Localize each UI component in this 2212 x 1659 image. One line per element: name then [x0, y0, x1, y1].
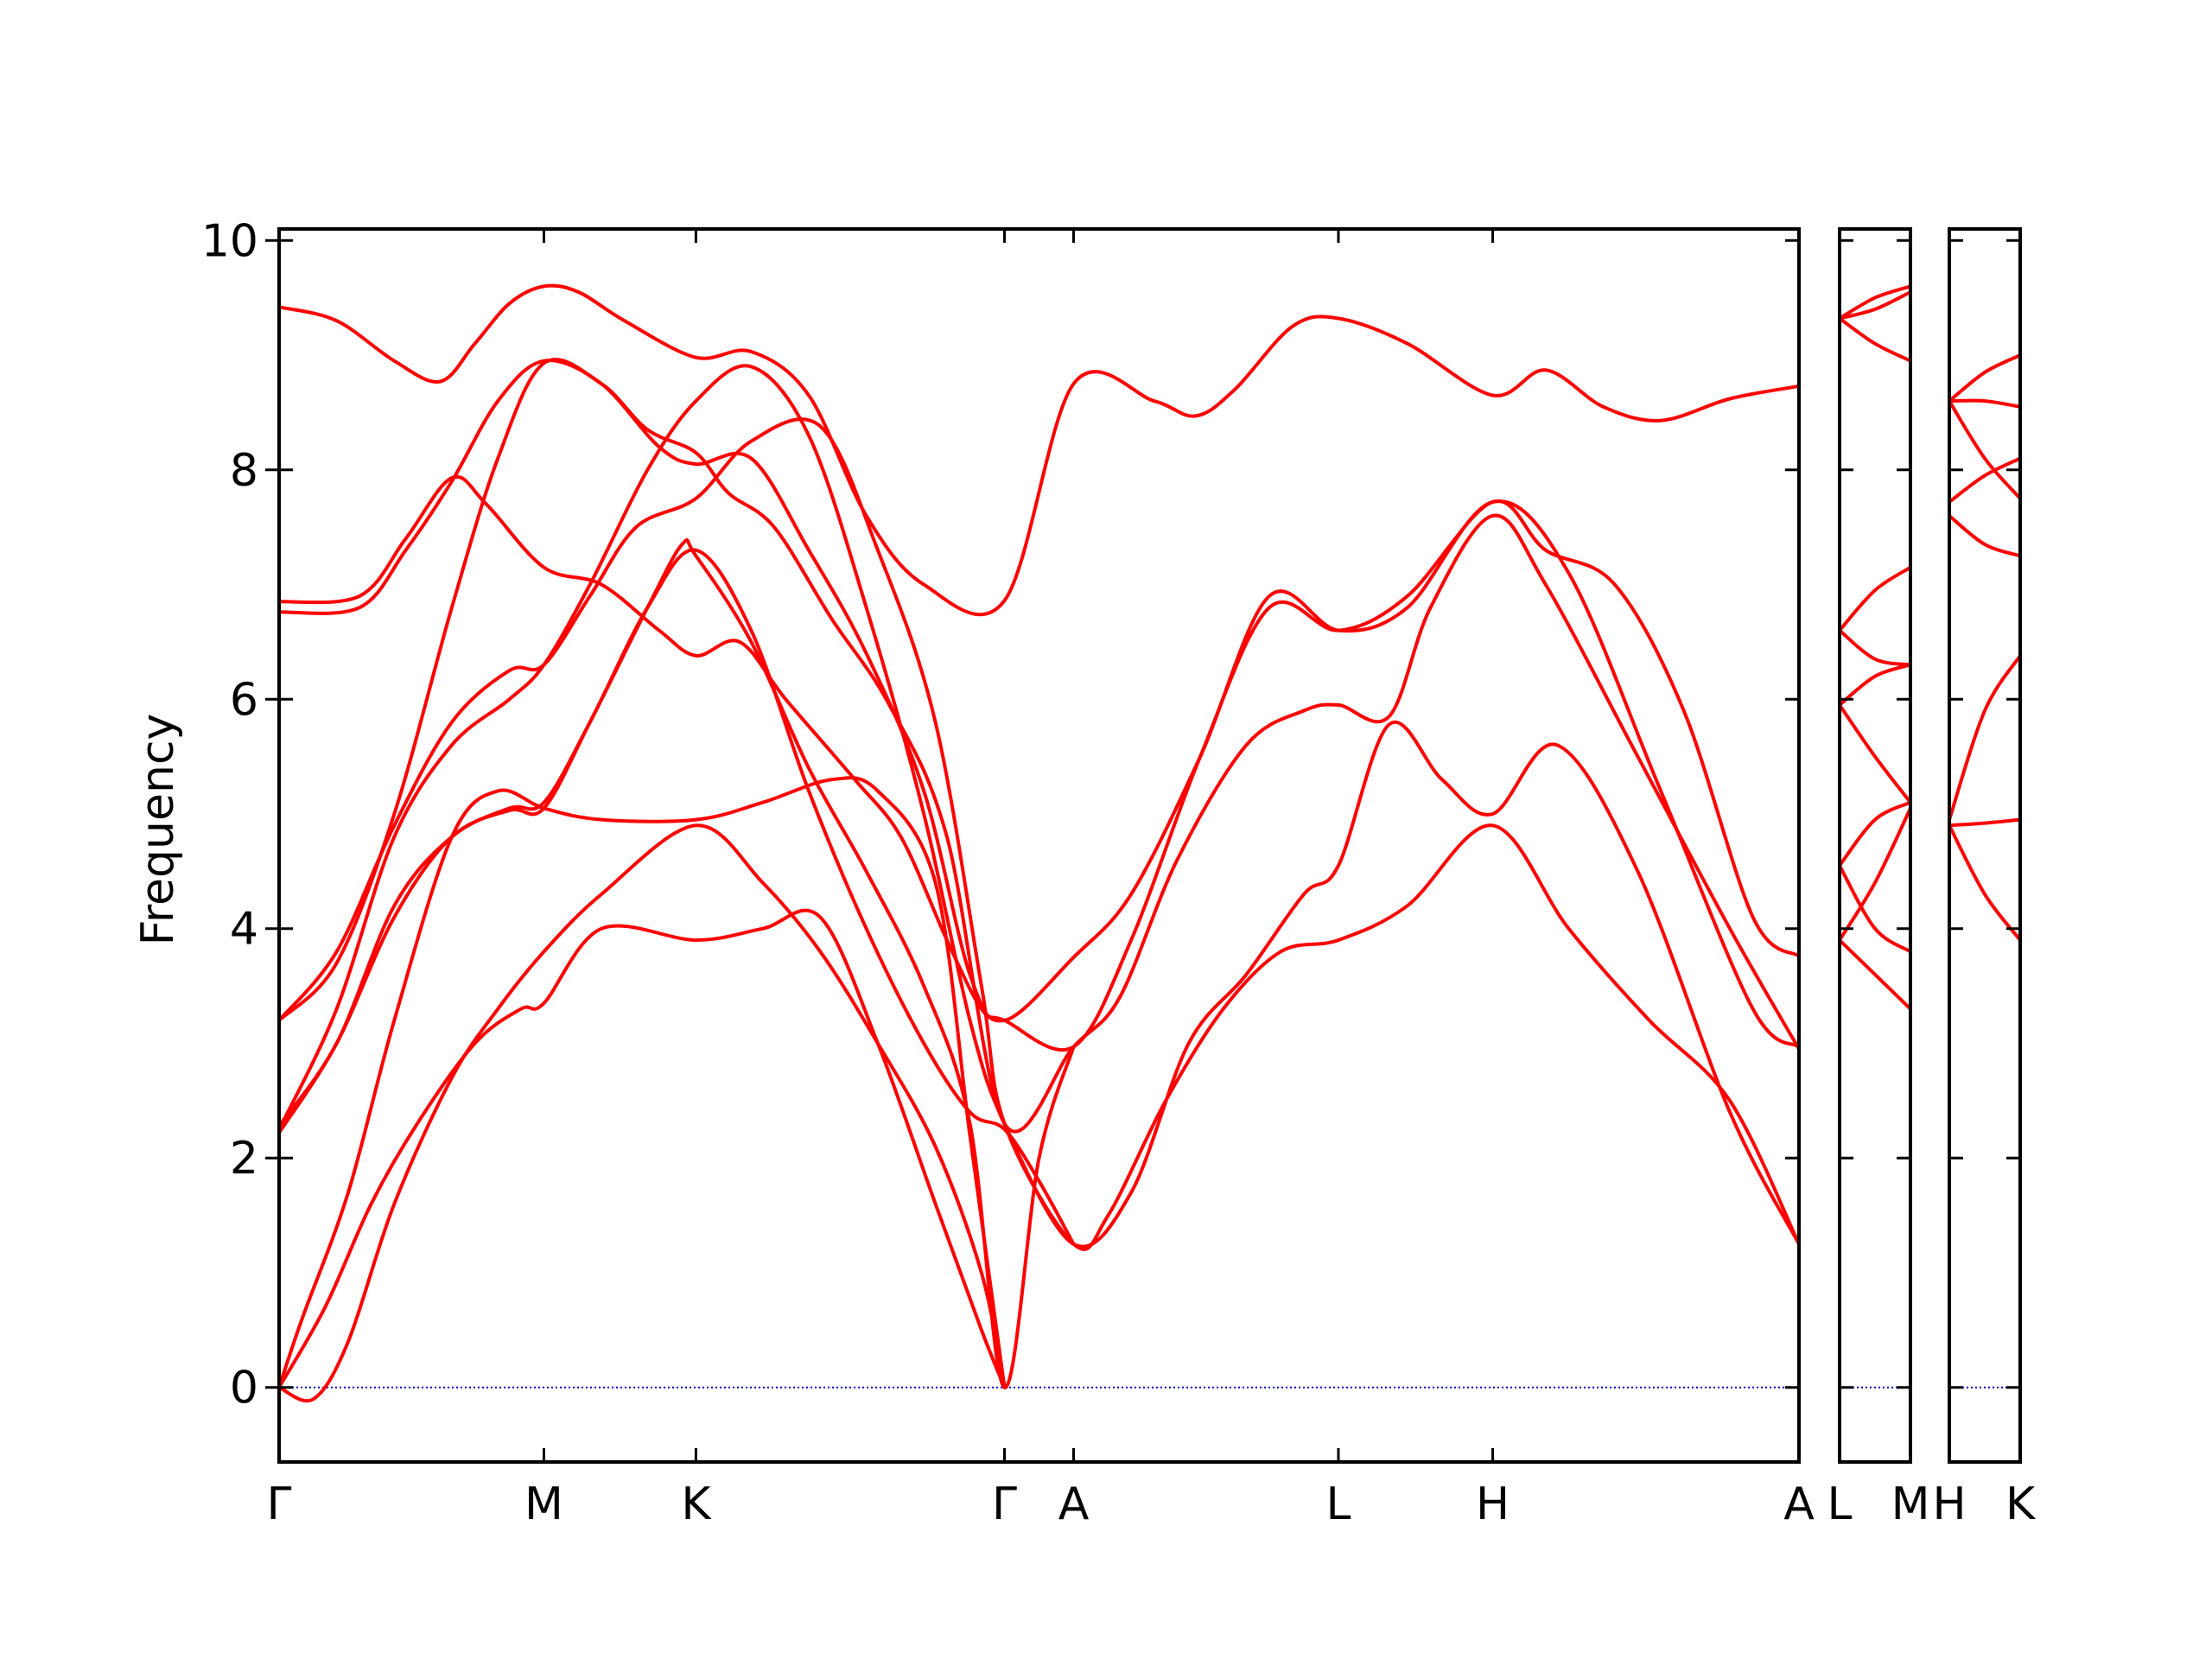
- x-tick-label: Γ: [992, 1478, 1017, 1530]
- y-tick-label: 0: [230, 1363, 258, 1414]
- x-tick-label: H: [1476, 1478, 1510, 1530]
- band-LM-5: [1840, 628, 1910, 667]
- y-tick-label: 10: [201, 215, 258, 267]
- x-tick-label: L: [1325, 1478, 1351, 1530]
- bands: [1840, 284, 1910, 1011]
- band-LM-9: [1840, 863, 1910, 954]
- band-main-7: [279, 548, 1076, 1246]
- bands: [1949, 353, 2020, 942]
- band-main-10: [279, 823, 1007, 1403]
- band-LM-4: [1840, 565, 1910, 632]
- band-HK-6: [1949, 653, 2020, 822]
- band-LM-11: [1840, 938, 1910, 1011]
- x-tick-label: M: [1891, 1478, 1930, 1530]
- band-main-9: [279, 776, 1007, 1389]
- band-LM-1: [1840, 284, 1910, 321]
- band-HK-8: [1949, 823, 2020, 942]
- x-tick-label: A: [1058, 1478, 1090, 1530]
- band-HK-5: [1949, 513, 2020, 558]
- band-LM-3: [1840, 316, 1910, 363]
- band-main-3: [279, 359, 1799, 1049]
- band-main-6: [279, 364, 1799, 1249]
- panel-frame: [1838, 227, 1912, 1464]
- band-main-4: [279, 358, 1799, 1134]
- panel-frame: [1948, 227, 2022, 1464]
- band-LM-10: [1840, 806, 1910, 942]
- band-LM-8: [1840, 800, 1910, 868]
- band-HK-3: [1949, 399, 2020, 500]
- band-main-2: [279, 474, 1799, 1052]
- y-tick-label: 6: [230, 674, 258, 726]
- bands: [279, 283, 1799, 1403]
- x-tick-label: M: [524, 1478, 563, 1530]
- y-tick-label: 4: [230, 904, 258, 956]
- y-tick-label: 2: [230, 1133, 258, 1185]
- x-tick-label: H: [1932, 1478, 1966, 1530]
- x-tick-label: K: [2005, 1478, 2037, 1530]
- band-LM-2: [1840, 290, 1910, 321]
- band-HK-1: [1949, 353, 2020, 404]
- band-LM-7: [1840, 702, 1910, 804]
- x-tick-label: A: [1783, 1478, 1815, 1530]
- x-tick-label: Γ: [267, 1478, 292, 1530]
- x-tick-label: K: [681, 1478, 712, 1530]
- y-tick-label: 8: [230, 445, 258, 497]
- band-main-1: [279, 283, 1799, 617]
- band-HK-7: [1949, 817, 2020, 828]
- band-main-5: [279, 417, 1799, 1251]
- panel-frame: [277, 227, 1801, 1464]
- band-HK-2: [1949, 398, 2020, 409]
- x-tick-label: L: [1827, 1478, 1853, 1530]
- band-main-11: [279, 908, 1007, 1389]
- band-HK-4: [1949, 456, 2020, 504]
- y-axis-label: Frequency: [132, 714, 184, 946]
